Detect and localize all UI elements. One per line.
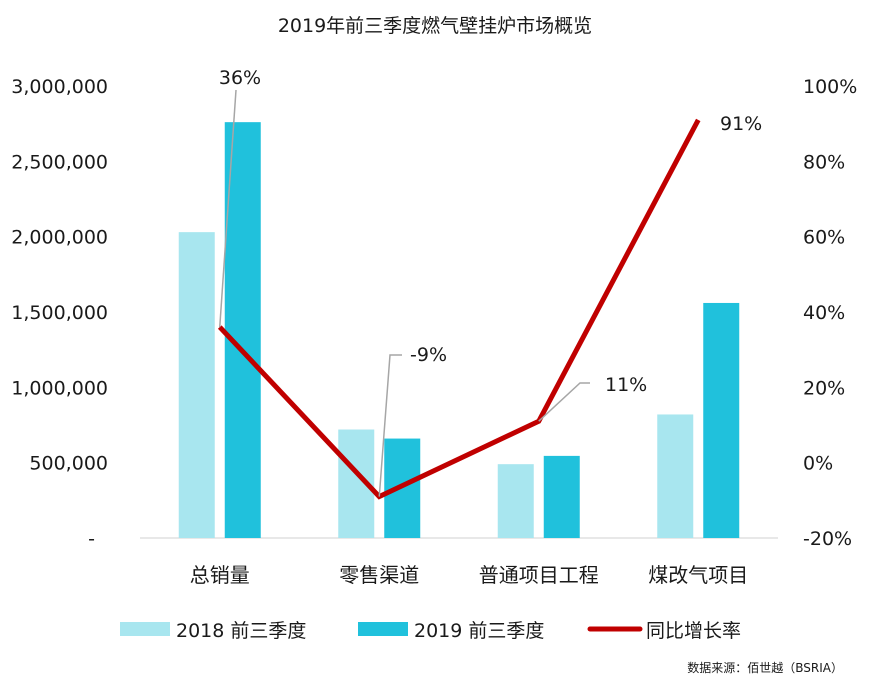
y-right-tick-label: 20% (803, 377, 845, 399)
data-label: 11% (605, 374, 647, 396)
y-left-tick-label: 1,500,000 (11, 302, 108, 324)
growth-rate-line (217, 118, 701, 500)
legend-swatch (358, 622, 408, 636)
y-left-tick-label: 1,000,000 (11, 377, 108, 399)
data-label-leader (538, 382, 590, 422)
x-axis-categories: 总销量 零售渠道 普通项目工程 煤改气项目 (190, 563, 749, 587)
data-label-leader (378, 354, 402, 497)
y-right-tick-label: 0% (803, 453, 833, 475)
y-left-tick-label: 3,000,000 (11, 76, 108, 98)
bar (657, 414, 694, 538)
legend-label: 2018 前三季度 (176, 620, 306, 642)
x-tick-label: 煤改气项目 (648, 563, 748, 587)
y-axis-left: - 500,000 1,000,000 1,500,000 2,000,000 2,500… (11, 76, 108, 550)
bar (703, 302, 740, 538)
y-right-tick-label: 80% (803, 151, 845, 173)
legend-swatch (120, 622, 170, 636)
bar (497, 464, 534, 538)
y-axis-right: -20% 0% 20% 40% 60% 80% 100% (803, 76, 857, 550)
data-label: 36% (219, 67, 261, 89)
x-tick-label: 总销量 (190, 563, 250, 587)
data-label: -9% (410, 344, 447, 366)
data-label: 91% (720, 113, 762, 135)
legend-label: 同比增长率 (646, 620, 741, 642)
y-right-tick-label: 40% (803, 302, 845, 324)
source-note: 数据来源：佰世越（BSRIA） (687, 660, 843, 675)
y-right-tick-label: 60% (803, 227, 845, 249)
bar-series (178, 122, 740, 538)
y-left-tick-label: 2,000,000 (11, 227, 108, 249)
chart-title: 2019年前三季度燃气壁挂炉市场概览 (278, 15, 592, 37)
x-tick-label: 零售渠道 (339, 563, 419, 587)
bar (178, 232, 215, 538)
bar (543, 455, 580, 538)
data-label-leader (219, 89, 237, 328)
y-left-tick-label: - (88, 528, 95, 550)
y-left-tick-label: 2,500,000 (11, 151, 108, 173)
legend: 2018 前三季度 2019 前三季度 同比增长率 (120, 620, 741, 642)
y-left-tick-label: 500,000 (29, 453, 108, 475)
legend-label: 2019 前三季度 (414, 620, 544, 642)
y-right-tick-label: 100% (803, 76, 857, 98)
y-right-tick-label: -20% (803, 528, 852, 550)
bar (224, 122, 261, 538)
growth-rate-series: 36% -9% 11% 91% (217, 67, 762, 500)
x-tick-label: 普通项目工程 (479, 563, 599, 587)
